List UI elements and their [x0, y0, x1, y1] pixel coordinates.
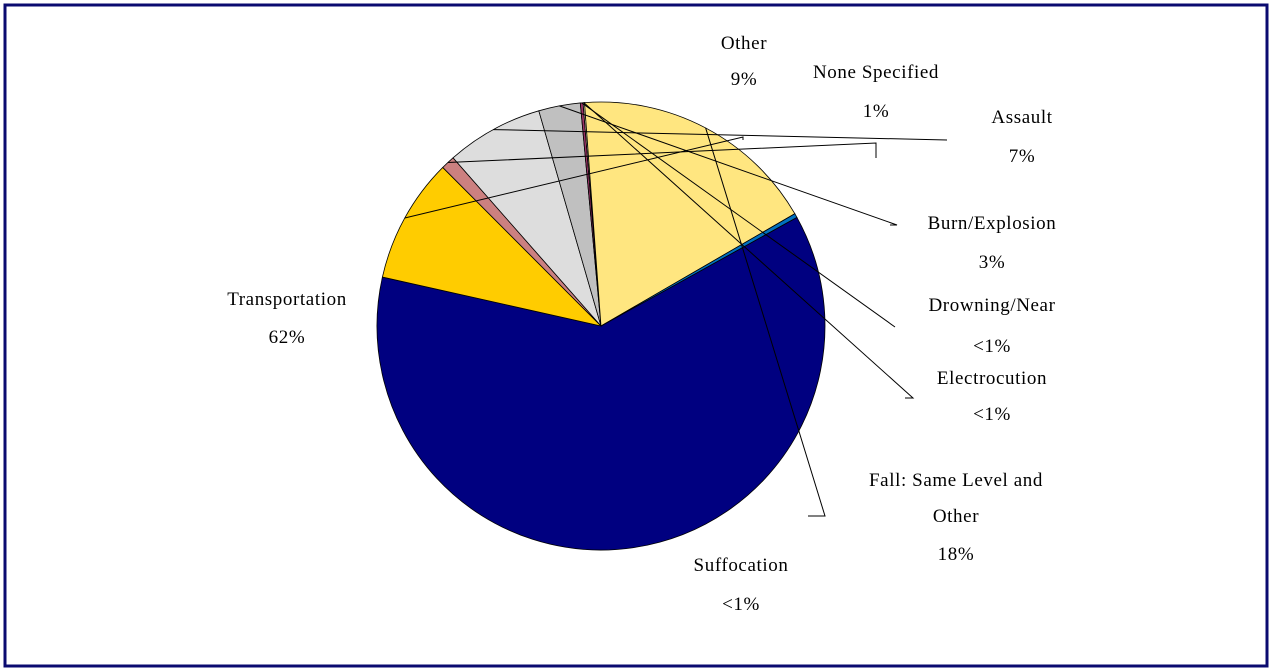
slice-percent-label: <1% [722, 594, 760, 615]
slice-percent-label: 18% [938, 544, 975, 565]
pie-slice-suffocation [600, 213, 798, 327]
slice-percent-label: 1% [863, 101, 890, 122]
slice-label: None Specified [813, 62, 939, 83]
slice-label: Other [933, 506, 979, 527]
slice-label: Suffocation [694, 555, 789, 576]
pie-slice-transportation [376, 216, 826, 551]
slice-label: Electrocution [937, 368, 1047, 389]
leader-line [583, 102, 915, 399]
slice-label: Other [721, 33, 767, 54]
leader-line [559, 105, 898, 226]
slice-label: Fall: Same Level and [869, 470, 1043, 491]
leader-line [447, 142, 877, 164]
slice-percent-label: 3% [979, 252, 1006, 273]
slice-percent-label: 7% [1009, 146, 1036, 167]
leader-line [404, 136, 744, 219]
slice-percent-label: <1% [973, 336, 1011, 357]
slice-label: Drowning/Near [928, 295, 1055, 316]
slice-label: Burn/Explosion [928, 213, 1057, 234]
leader-line [581, 102, 896, 328]
slice-label: Assault [991, 107, 1052, 128]
slice-percent-label: <1% [973, 404, 1011, 425]
leader-line [705, 127, 826, 517]
slice-percent-label: 62% [269, 327, 306, 348]
slice-label: Transportation [227, 289, 347, 310]
slice-percent-label: 9% [731, 69, 758, 90]
leader-line [493, 129, 948, 141]
